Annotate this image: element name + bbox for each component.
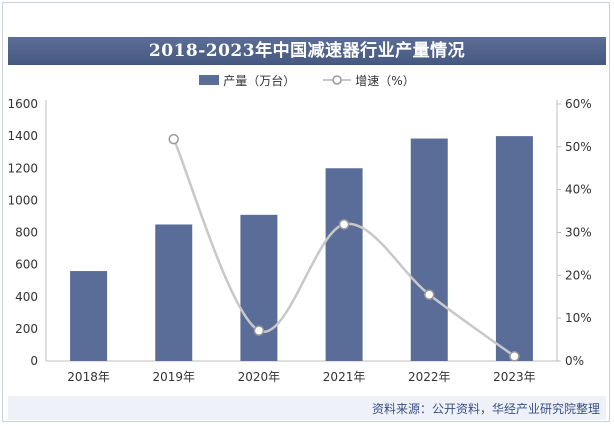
source-bar: 资料来源：公开资料，华经产业研究院整理 — [8, 396, 606, 420]
y-left-tick-label: 200 — [15, 322, 38, 336]
bar — [240, 214, 278, 361]
bar — [70, 271, 108, 361]
y-left-tick-label: 1600 — [7, 97, 38, 111]
legend-item-line: 增速（%） — [323, 72, 415, 88]
growth-point — [509, 351, 520, 362]
y-left-tick-label: 800 — [15, 226, 38, 240]
chart-legend: 产量（万台） 增速（%） — [0, 72, 614, 88]
x-tick-label: 2018年 — [67, 370, 110, 384]
growth-line — [172, 138, 516, 358]
legend-item-bar: 产量（万台） — [199, 72, 295, 88]
y-left-tick-label: 1000 — [7, 193, 38, 207]
y-right-tick-label: 30% — [565, 226, 592, 240]
legend-bar-swatch — [199, 75, 220, 85]
y-right-tick-label: 60% — [565, 97, 592, 111]
growth-point — [253, 325, 265, 336]
chart-title: 2018-2023年中国减速器行业产量情况 — [8, 37, 606, 65]
x-tick-label: 2022年 — [408, 370, 451, 384]
legend-bar-label: 产量（万台） — [223, 73, 296, 88]
y-right-tick-label: 20% — [565, 268, 592, 282]
y-left-tick-label: 1400 — [7, 129, 38, 143]
bar — [325, 168, 363, 361]
y-left-tick-label: 1200 — [7, 161, 38, 175]
y-left-tick-label: 600 — [15, 258, 38, 272]
y-right-tick-label: 40% — [565, 183, 592, 197]
x-tick-label: 2019年 — [152, 370, 195, 384]
y-right-tick-label: 0% — [565, 354, 584, 368]
y-left-tick-label: 0 — [30, 354, 38, 368]
bar — [155, 224, 193, 361]
x-tick-label: 2020年 — [238, 370, 281, 384]
x-tick-label: 2021年 — [323, 370, 366, 384]
growth-point — [168, 133, 179, 145]
source-text: 资料来源：公开资料，华经产业研究院整理 — [371, 402, 600, 416]
bar — [495, 136, 533, 361]
growth-point — [424, 289, 435, 300]
legend-line-swatch — [323, 75, 352, 85]
y-right-tick-label: 10% — [565, 311, 592, 325]
y-left-tick-label: 400 — [15, 290, 38, 304]
y-right-tick-label: 50% — [565, 140, 592, 154]
legend-line-label: 增速（%） — [355, 73, 415, 88]
bar — [410, 138, 448, 361]
x-tick-label: 2023年 — [493, 370, 536, 384]
growth-point — [338, 219, 350, 230]
